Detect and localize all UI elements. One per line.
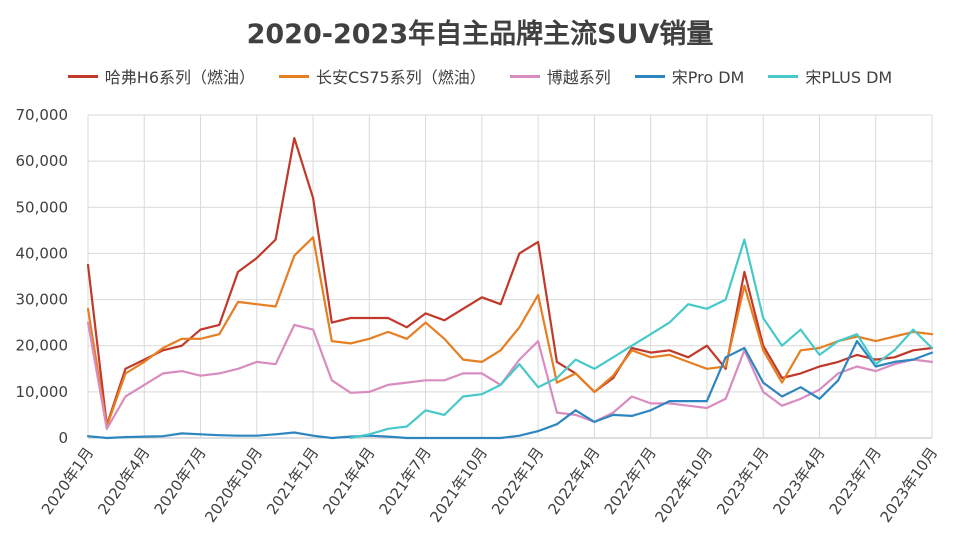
legend-swatch-boyue: [509, 74, 540, 78]
y-tick-label: 20,000: [16, 337, 69, 355]
legend-label-song-pro-dm: 宋Pro DM: [671, 68, 745, 87]
x-tick-label: 2022年7月: [601, 444, 660, 518]
x-tick-label: 2023年10月: [876, 444, 941, 526]
legend-item-song-plus-dm: 宋PLUS DM: [768, 64, 892, 88]
series-line-4: [349, 238, 934, 440]
x-tick-label: 2020年1月: [38, 444, 97, 518]
y-tick-label: 30,000: [16, 291, 69, 309]
x-tick-label: 2023年4月: [769, 444, 828, 518]
legend-swatch-cs75: [279, 74, 310, 78]
y-tick-label: 40,000: [16, 244, 69, 262]
y-tick-label: 0: [58, 429, 68, 447]
x-tick-label: 2020年4月: [94, 444, 153, 518]
legend-label-cs75: 长安CS75系列（燃油）: [316, 68, 486, 87]
legend-label-boyue: 博越系列: [546, 68, 611, 87]
legend-item-cs75: 长安CS75系列（燃油）: [279, 64, 486, 88]
series-line-2: [86, 321, 934, 430]
x-tick-label: 2023年1月: [713, 444, 772, 518]
legend-label-song-plus-dm: 宋PLUS DM: [805, 68, 893, 87]
legend-swatch-haval-h6: [67, 74, 98, 78]
y-tick-label: 70,000: [16, 106, 69, 124]
y-tick-label: 60,000: [16, 152, 69, 170]
x-tick-label: 2020年7月: [150, 444, 209, 518]
x-tick-label: 2021年10月: [426, 444, 491, 526]
legend-swatch-song-pro-dm: [634, 74, 665, 78]
x-tick-label: 2021年7月: [376, 444, 435, 518]
y-tick-label: 10,000: [16, 383, 69, 401]
legend-item-haval-h6: 哈弗H6系列（燃油）: [67, 64, 256, 88]
series-line-3: [86, 340, 934, 440]
legend-item-song-pro-dm: 宋Pro DM: [634, 64, 745, 88]
series-line-1: [86, 236, 934, 428]
legend: 哈弗H6系列（燃油） 长安CS75系列（燃油） 博越系列 宋Pro DM 宋PL…: [0, 64, 960, 88]
legend-label-haval-h6: 哈弗H6系列（燃油）: [104, 68, 256, 87]
series-line-0: [86, 137, 934, 427]
y-tick-label: 50,000: [16, 198, 69, 216]
x-tick-label: 2021年4月: [319, 444, 378, 518]
x-tick-label: 2022年4月: [544, 444, 603, 518]
x-tick-label: 2020年10月: [201, 444, 266, 526]
x-tick-label: 2022年1月: [488, 444, 547, 518]
x-tick-label: 2022年10月: [651, 444, 716, 526]
x-tick-label: 2021年1月: [263, 444, 322, 518]
x-tick-label: 2023年7月: [826, 444, 885, 518]
legend-item-boyue: 博越系列: [509, 64, 611, 88]
chart-title: 2020-2023年自主品牌主流SUV销量: [246, 19, 714, 50]
legend-swatch-song-plus-dm: [768, 74, 799, 78]
